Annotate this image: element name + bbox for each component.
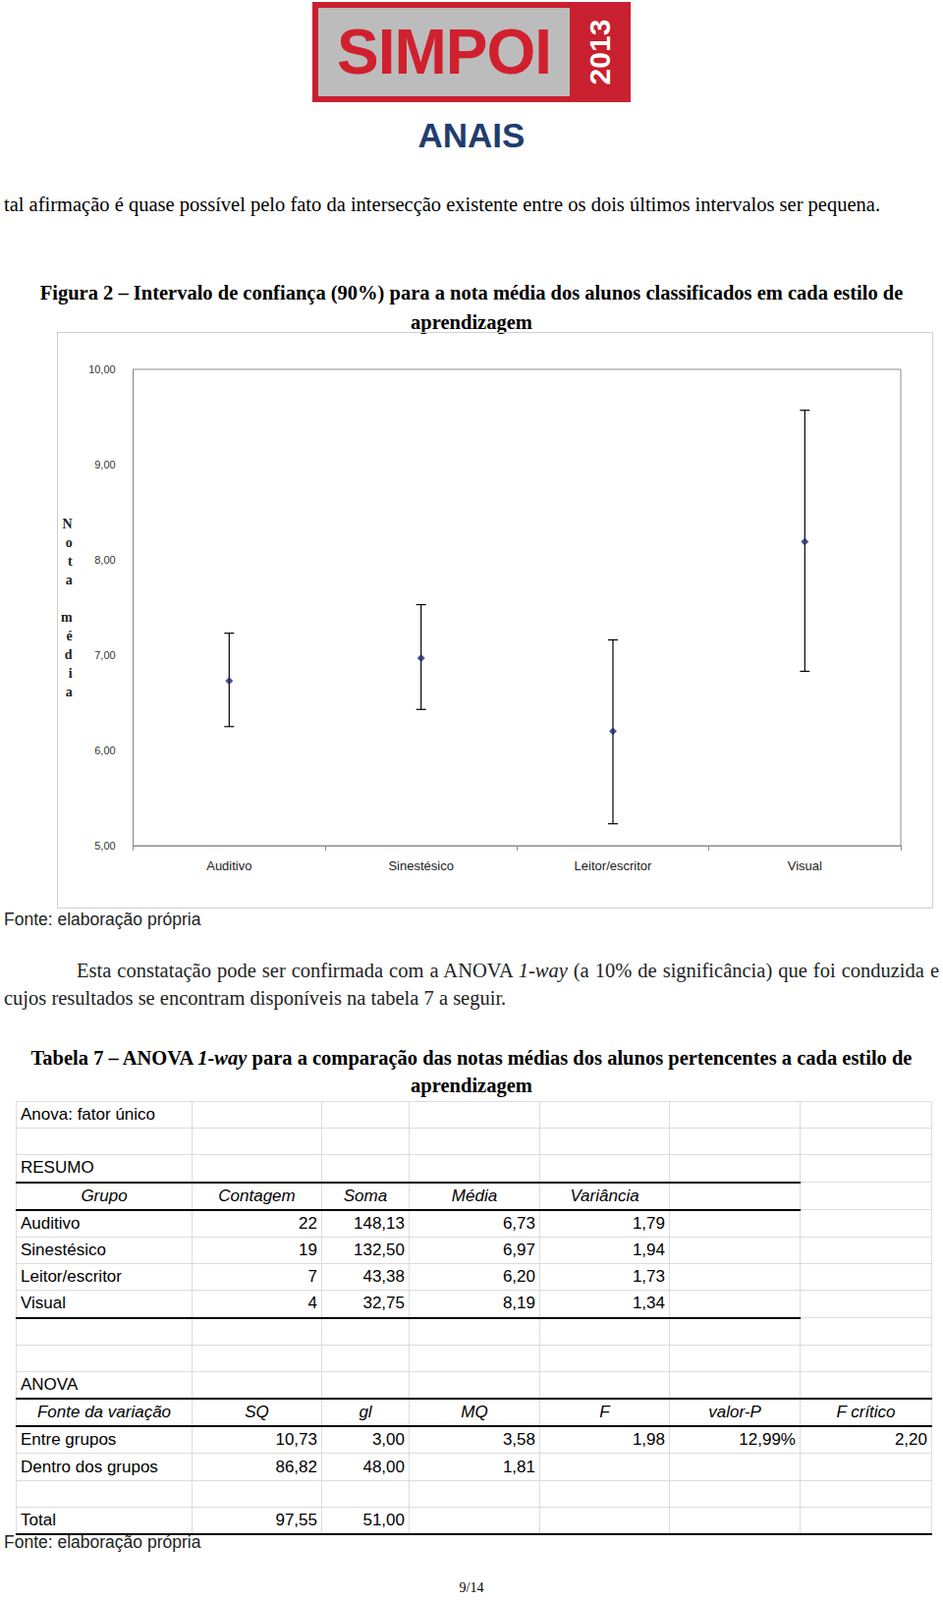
html-text:12,99%: 12,99% — [738, 1430, 796, 1450]
html-text:1,34: 1,34 — [632, 1294, 666, 1313]
html-text:97,55: 97,55 — [275, 1510, 318, 1530]
html-text:Soma: Soma — [343, 1186, 388, 1205]
svg-text:Sinestésico: Sinestésico — [388, 858, 453, 874]
svg-text:N: N — [62, 516, 73, 532]
html-text:148,13: 148,13 — [353, 1213, 405, 1233]
svg-text:Visual: Visual — [787, 858, 823, 874]
html-text:F crítico: F crítico — [836, 1402, 896, 1422]
html-text:2,20: 2,20 — [894, 1430, 928, 1450]
svg-text:9,00: 9,00 — [94, 458, 115, 471]
html-text:51,00: 51,00 — [362, 1510, 405, 1530]
html-text:Anova: fator único: Anova: fator único — [20, 1105, 156, 1124]
html-text:6,97: 6,97 — [502, 1240, 536, 1260]
html-text:Grupo: Grupo — [80, 1186, 128, 1205]
html-text:22: 22 — [298, 1213, 318, 1233]
svg-text:Leitor/escritor: Leitor/escritor — [574, 858, 653, 874]
html-text:gl: gl — [358, 1402, 372, 1422]
html-text:Média: Média — [451, 1186, 498, 1205]
html-text:10,73: 10,73 — [275, 1430, 318, 1450]
html-text:Dentro dos grupos: Dentro dos grupos — [20, 1457, 159, 1476]
html-text:SIMPOI: SIMPOI — [336, 16, 552, 88]
html-text:132,50: 132,50 — [353, 1240, 405, 1260]
html-text:48,00: 48,00 — [362, 1457, 405, 1476]
html-text:Entre grupos: Entre grupos — [20, 1430, 117, 1450]
html-text:ANAIS: ANAIS — [417, 115, 526, 155]
html-text:Leitor/escritor: Leitor/escritor — [20, 1267, 122, 1287]
html-text:Auditivo: Auditivo — [20, 1213, 81, 1233]
html-text:1,81: 1,81 — [502, 1457, 536, 1476]
html-text:Esta constatação pode ser conf: Esta constatação pode ser confirmada com… — [3, 959, 940, 1009]
svg-text:i: i — [68, 665, 73, 681]
html-text:Contagem: Contagem — [218, 1186, 296, 1205]
html-text:3,00: 3,00 — [372, 1430, 405, 1450]
html-text:19: 19 — [298, 1240, 318, 1260]
html-text:Fonte: elaboração própria: Fonte: elaboração própria — [3, 909, 201, 930]
html-text:Tabela 7 – ANOVA 1-way para a: Tabela 7 – ANOVA 1-way para a comparação… — [30, 1047, 913, 1097]
html-text:valor-P: valor-P — [708, 1402, 762, 1422]
html-text:Total: Total — [20, 1510, 56, 1530]
html-text:2013: 2013 — [583, 19, 616, 85]
html-text:1,73: 1,73 — [632, 1267, 666, 1287]
html-text:Variância: Variância — [570, 1186, 640, 1205]
html-text:Figura 2 – Intervalo de confia: Figura 2 – Intervalo de confiança (90%) … — [39, 281, 904, 333]
svg-text:m: m — [60, 610, 73, 625]
html-text:8,19: 8,19 — [502, 1294, 536, 1313]
html-text:1,98: 1,98 — [632, 1430, 666, 1450]
html-text:Fonte: elaboração própria: Fonte: elaboração própria — [3, 1532, 201, 1553]
svg-text:7,00: 7,00 — [94, 649, 115, 662]
html-text:MQ: MQ — [460, 1402, 488, 1422]
html-text:86,82: 86,82 — [275, 1457, 318, 1476]
svg-text:d: d — [64, 647, 73, 663]
html-text:1,94: 1,94 — [632, 1240, 666, 1260]
html-text:6,20: 6,20 — [502, 1267, 536, 1287]
html-text:tal afirmação é quase possível: tal afirmação é quase possível pelo fato… — [3, 193, 881, 216]
html-text:6,73: 6,73 — [502, 1213, 536, 1233]
html-text:ANOVA: ANOVA — [20, 1375, 78, 1394]
svg-text:6,00: 6,00 — [94, 744, 115, 757]
svg-text:o: o — [65, 535, 73, 551]
html-text:9/14: 9/14 — [459, 1580, 484, 1596]
html-text:F: F — [599, 1402, 610, 1422]
html-text:43,38: 43,38 — [362, 1267, 405, 1287]
html-text:Sinestésico: Sinestésico — [20, 1240, 106, 1260]
svg-text:a: a — [65, 684, 73, 700]
html-text:32,75: 32,75 — [362, 1294, 405, 1313]
svg-text:5,00: 5,00 — [94, 839, 115, 852]
html-text:4: 4 — [307, 1294, 318, 1313]
html-text:SQ: SQ — [244, 1402, 269, 1422]
html-text:RESUMO: RESUMO — [20, 1158, 94, 1178]
svg-text:10,00: 10,00 — [88, 363, 116, 376]
html-text:Fonte da variação: Fonte da variação — [37, 1402, 171, 1422]
html-text:7: 7 — [307, 1267, 318, 1287]
svg-text:a: a — [65, 572, 73, 588]
html-text:1,79: 1,79 — [632, 1213, 666, 1233]
svg-text:t: t — [67, 554, 73, 569]
svg-text:é: é — [65, 628, 72, 644]
html-text:3,58: 3,58 — [502, 1430, 536, 1450]
svg-text:8,00: 8,00 — [94, 554, 115, 566]
html-text:Visual: Visual — [20, 1294, 66, 1313]
svg-text:Auditivo: Auditivo — [206, 858, 252, 874]
